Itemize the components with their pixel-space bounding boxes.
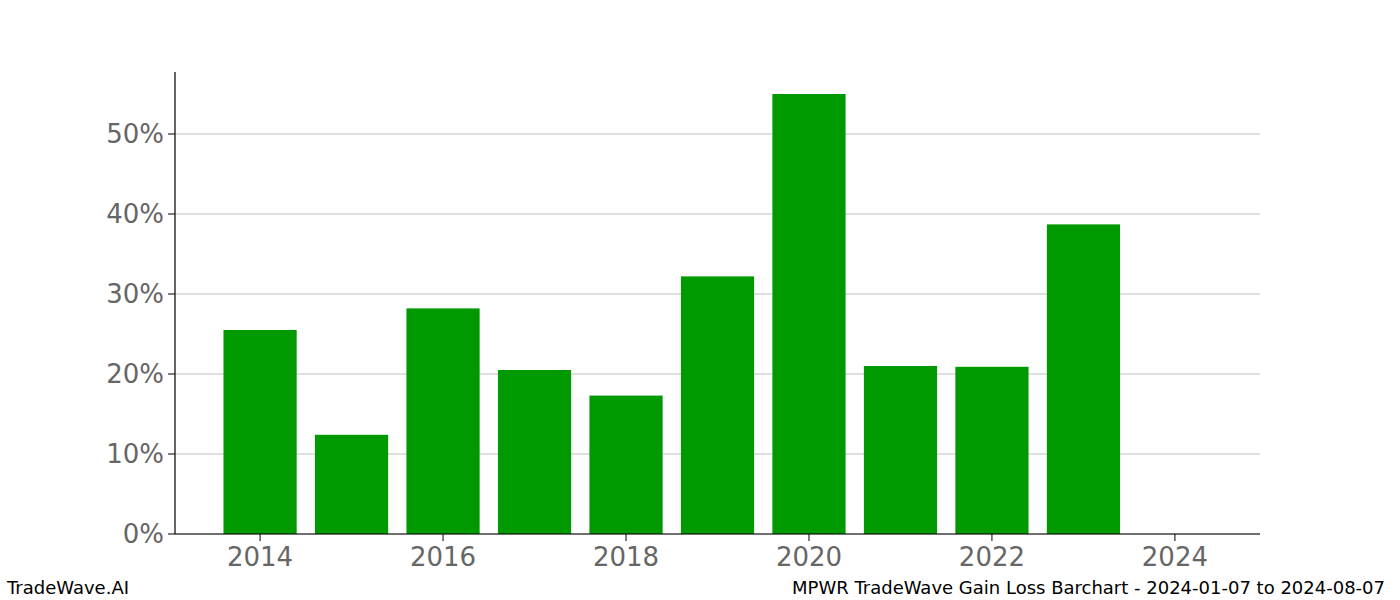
bar: [589, 396, 662, 534]
y-tick: [168, 134, 175, 135]
y-tick: [168, 214, 175, 215]
bar: [1047, 224, 1120, 534]
bars: [223, 94, 1120, 534]
y-tick: [168, 454, 175, 455]
y-tick-label: 0%: [123, 519, 164, 549]
x-tick: [991, 534, 992, 541]
x-tick-label: 2016: [410, 542, 476, 572]
bar: [223, 330, 296, 534]
x-tick-label: 2020: [776, 542, 842, 572]
x-axis: [175, 533, 1260, 534]
y-tick: [168, 534, 175, 535]
title: MPWR TradeWave Gain Loss Barchart - 2024…: [792, 577, 1385, 598]
x-tick: [443, 534, 444, 541]
chart: 0% 10% 20% 30% 40% 50% 2014 2016 2018 2020 2022 202…: [0, 0, 1400, 600]
y-tick-label: 40%: [106, 199, 164, 229]
x-tick-label: 2014: [227, 542, 293, 572]
y-tick-label: 10%: [106, 439, 164, 469]
grid-line: [175, 214, 1260, 215]
x-tick: [260, 534, 261, 541]
y-tick: [168, 294, 175, 295]
y-tick-label: 50%: [106, 119, 164, 149]
grid-line: [175, 134, 1260, 135]
bar: [406, 308, 479, 534]
y-tick-label: 20%: [106, 359, 164, 389]
x-tick-label: 2022: [959, 542, 1025, 572]
bar: [315, 435, 388, 534]
bar: [498, 370, 571, 534]
x-tick: [808, 534, 809, 541]
y-tick-label: 30%: [106, 279, 164, 309]
bar: [772, 94, 845, 534]
x-tick-label: 2024: [1142, 542, 1208, 572]
brand: TradeWave.AI: [6, 577, 129, 598]
x-tick: [1174, 534, 1175, 541]
bar: [955, 367, 1028, 534]
y-axis: [174, 72, 175, 534]
bar: [864, 366, 937, 534]
grid-line: [175, 534, 1260, 535]
x-tick-label: 2018: [593, 542, 659, 572]
bar: [681, 276, 754, 534]
x-tick: [626, 534, 627, 541]
y-tick: [168, 374, 175, 375]
